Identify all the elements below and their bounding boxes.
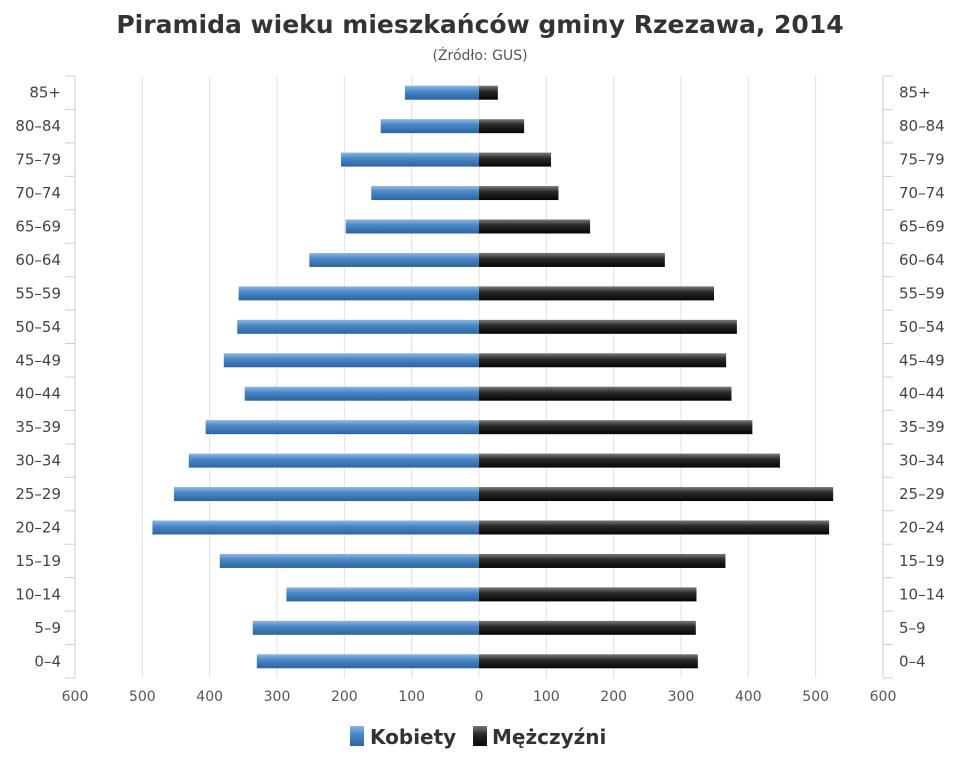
bar-kobiety[interactable] <box>371 186 479 201</box>
category-label-right: 25–29 <box>899 485 945 503</box>
category-label-left: 15–19 <box>15 552 61 570</box>
category-label-right: 5–9 <box>899 619 926 637</box>
x-tick-label: 300 <box>264 689 291 705</box>
category-label-right: 85+ <box>899 84 931 102</box>
category-label-left: 5–9 <box>34 619 61 637</box>
category-label-left: 30–34 <box>15 452 61 470</box>
category-label-left: 10–14 <box>15 585 61 603</box>
bar-kobiety[interactable] <box>219 553 479 568</box>
category-label-left: 75–79 <box>15 151 61 169</box>
x-tick-label: 300 <box>668 689 695 705</box>
category-label-left: 0–4 <box>34 652 61 670</box>
bar-mezczyzni[interactable] <box>479 152 552 167</box>
category-label-left: 25–29 <box>15 485 61 503</box>
bar-mezczyzni[interactable] <box>479 119 525 134</box>
bar-kobiety[interactable] <box>237 319 479 334</box>
bar-kobiety[interactable] <box>345 219 479 234</box>
bar-kobiety[interactable] <box>286 587 479 602</box>
category-label-right: 15–19 <box>899 552 945 570</box>
category-labels: 85+ 85+ 80–84 80–84 75–79 75–79 70–74 70–74 65–6… <box>15 84 944 671</box>
x-tick-label: 200 <box>600 689 627 705</box>
category-label-right: 40–44 <box>899 385 945 403</box>
x-tick-label: 0 <box>475 689 484 705</box>
category-label-left: 20–24 <box>15 519 61 537</box>
bar-mezczyzni[interactable] <box>479 420 753 435</box>
category-label-left: 35–39 <box>15 418 61 436</box>
category-label-left: 50–54 <box>15 318 61 336</box>
x-tick-label: 100 <box>533 689 560 705</box>
bar-kobiety[interactable] <box>404 85 479 100</box>
bar-kobiety[interactable] <box>256 654 479 669</box>
category-label-right: 75–79 <box>899 151 945 169</box>
legend-label-kobiety[interactable]: Kobiety <box>370 725 456 749</box>
bar-mezczyzni[interactable] <box>479 386 732 401</box>
category-label-right: 30–34 <box>899 452 945 470</box>
category-label-right: 10–14 <box>899 585 945 603</box>
legend-label-mezczyzni[interactable]: Mężczyźni <box>492 725 606 749</box>
bar-mezczyzni[interactable] <box>479 353 727 368</box>
bar-mezczyzni[interactable] <box>479 654 698 669</box>
bar-kobiety[interactable] <box>205 420 480 435</box>
bar-kobiety[interactable] <box>252 620 479 635</box>
bar-mezczyzni[interactable] <box>479 286 714 301</box>
chart-subtitle: (Źródło: GUS) <box>432 46 527 64</box>
x-tick-label: 600 <box>870 689 897 705</box>
bar-mezczyzni[interactable] <box>479 520 830 535</box>
category-label-right: 20–24 <box>899 519 945 537</box>
chart-title: Piramida wieku mieszkańców gminy Rzezawa… <box>116 10 843 39</box>
bar-mezczyzni[interactable] <box>479 219 591 234</box>
legend: Kobiety Mężczyźni <box>350 725 606 749</box>
bar-mezczyzni[interactable] <box>479 252 665 267</box>
category-label-left: 55–59 <box>15 284 61 302</box>
category-label-right: 0–4 <box>899 652 926 670</box>
bar-mezczyzni[interactable] <box>479 620 696 635</box>
bar-kobiety[interactable] <box>152 520 479 535</box>
x-tick-label: 500 <box>802 689 829 705</box>
x-tick-label: 500 <box>129 689 156 705</box>
category-label-left: 40–44 <box>15 385 61 403</box>
bar-mezczyzni[interactable] <box>479 553 726 568</box>
bar-kobiety[interactable] <box>309 252 479 267</box>
bar-kobiety[interactable] <box>223 353 479 368</box>
bar-kobiety[interactable] <box>244 386 479 401</box>
x-tick-label: 400 <box>196 689 223 705</box>
category-label-left: 70–74 <box>15 184 61 202</box>
category-label-right: 65–69 <box>899 218 945 236</box>
bar-kobiety[interactable] <box>188 453 479 468</box>
category-label-left: 60–64 <box>15 251 61 269</box>
bar-kobiety[interactable] <box>173 487 480 502</box>
x-tick-label: 100 <box>398 689 425 705</box>
bar-kobiety[interactable] <box>380 119 479 134</box>
bar-mezczyzni[interactable] <box>479 453 780 468</box>
legend-swatch-mezczyzni <box>473 726 487 746</box>
category-label-left: 45–49 <box>15 351 61 369</box>
category-label-right: 45–49 <box>899 351 945 369</box>
bar-mezczyzni[interactable] <box>479 487 834 502</box>
category-label-right: 55–59 <box>899 284 945 302</box>
x-tick-label: 400 <box>735 689 762 705</box>
category-label-right: 60–64 <box>899 251 945 269</box>
bar-mezczyzni[interactable] <box>479 186 559 201</box>
bar-mezczyzni[interactable] <box>479 319 737 334</box>
bar-mezczyzni[interactable] <box>479 587 697 602</box>
category-label-right: 70–74 <box>899 184 945 202</box>
grid-lines <box>141 76 817 678</box>
legend-swatch-kobiety <box>350 726 364 746</box>
category-label-right: 80–84 <box>899 117 945 135</box>
bar-kobiety[interactable] <box>340 152 479 167</box>
x-tick-label: 600 <box>62 689 89 705</box>
category-label-left: 80–84 <box>15 117 61 135</box>
axes <box>65 75 893 679</box>
category-label-left: 65–69 <box>15 218 61 236</box>
bars <box>152 85 834 669</box>
bar-kobiety[interactable] <box>238 286 479 301</box>
category-label-right: 35–39 <box>899 418 945 436</box>
bar-mezczyzni[interactable] <box>479 85 498 100</box>
x-tick-label: 200 <box>331 689 358 705</box>
category-label-right: 50–54 <box>899 318 945 336</box>
category-label-left: 85+ <box>29 84 61 102</box>
x-tick-labels: 600 500 400 300 200 100 0 100 200 300 400 500 600 <box>62 689 897 705</box>
